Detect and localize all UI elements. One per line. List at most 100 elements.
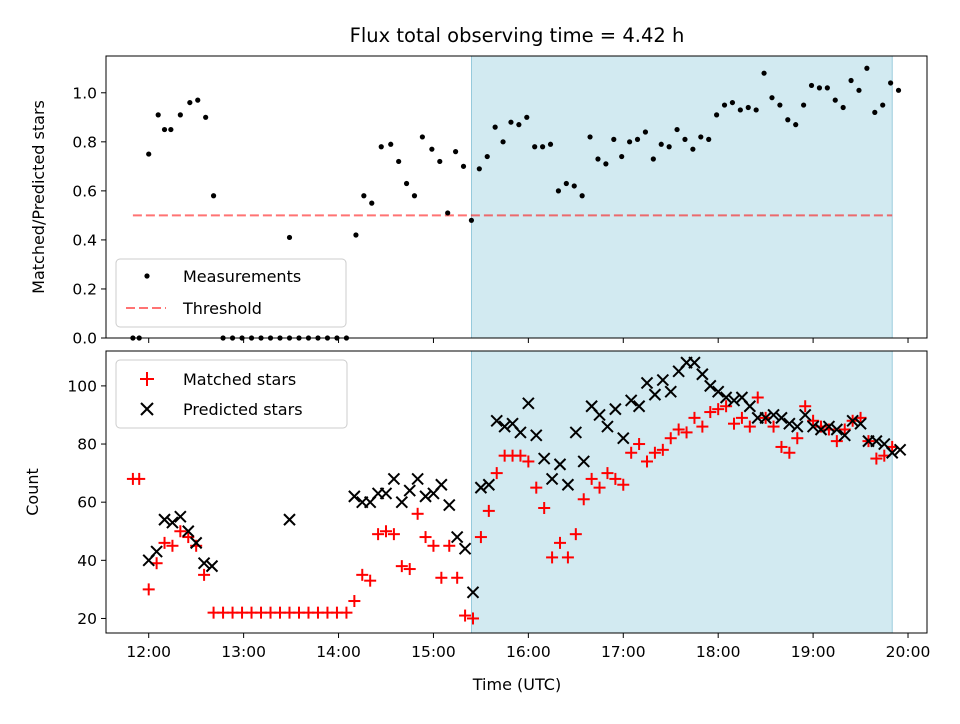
measurement-point bbox=[864, 65, 870, 71]
matched-star-point bbox=[411, 507, 424, 520]
predicted-star-point bbox=[387, 472, 401, 486]
matched-star-point bbox=[656, 443, 669, 456]
measurement-point bbox=[816, 85, 823, 91]
matched-star-point bbox=[530, 481, 543, 494]
matched-star-point bbox=[182, 531, 195, 544]
measurement-point bbox=[388, 141, 394, 147]
measurement-point bbox=[698, 134, 704, 140]
measurement-point bbox=[587, 134, 593, 140]
measurement-point bbox=[579, 193, 585, 199]
matched-star-point bbox=[807, 414, 820, 427]
matched-star-point bbox=[728, 417, 741, 430]
matched-star-point bbox=[435, 571, 448, 584]
measurement-point bbox=[769, 95, 775, 101]
predicted-star-point bbox=[711, 385, 725, 398]
measurement-point bbox=[706, 136, 712, 142]
matched-star-point bbox=[340, 606, 353, 619]
predicted-star-point bbox=[822, 420, 836, 433]
matched-star-point bbox=[680, 426, 693, 439]
measurement-point bbox=[753, 107, 759, 113]
predicted-star-point bbox=[395, 495, 409, 509]
measurement-point bbox=[195, 97, 201, 103]
y-tick-label: 0.6 bbox=[72, 182, 97, 200]
measurement-point bbox=[476, 166, 482, 172]
matched-star-point bbox=[142, 583, 155, 596]
measurement-point bbox=[361, 193, 367, 199]
top-axes-frame bbox=[105, 55, 928, 339]
predicted-star-point bbox=[632, 400, 646, 413]
measurement-point bbox=[714, 112, 720, 118]
measurement-point bbox=[745, 104, 751, 111]
predicted-star-point bbox=[482, 478, 496, 491]
measurement-point bbox=[824, 85, 830, 91]
predicted-star-point bbox=[609, 402, 622, 416]
matched-star-point bbox=[561, 551, 574, 564]
predicted-star-point bbox=[846, 414, 859, 427]
predicted-star-point bbox=[443, 498, 456, 512]
x-tick-label: 15:00 bbox=[411, 643, 456, 661]
predicted-star-point bbox=[458, 542, 472, 555]
measurement-point bbox=[540, 144, 546, 150]
matched-star-point bbox=[133, 472, 146, 485]
matched-star-point bbox=[403, 563, 416, 576]
predicted-star-point bbox=[640, 376, 654, 390]
measurement-point bbox=[840, 104, 846, 111]
bottom-shaded-span bbox=[471, 350, 893, 634]
measurement-point bbox=[419, 134, 425, 140]
predicted-star-point bbox=[569, 426, 583, 439]
measurement-point bbox=[856, 87, 862, 93]
measurement-point bbox=[729, 99, 736, 106]
matched-star-point bbox=[427, 539, 440, 552]
measurement-point bbox=[500, 139, 506, 145]
predicted-star-point bbox=[411, 472, 424, 486]
predicted-star-point bbox=[466, 586, 480, 599]
x-tick-label: 17:00 bbox=[601, 643, 646, 661]
measurement-point bbox=[161, 126, 168, 133]
top-legend: Measurements Threshold bbox=[115, 258, 347, 328]
predicted-star-point bbox=[806, 420, 820, 433]
matched-star-point bbox=[609, 472, 622, 485]
y-tick-label: 20 bbox=[77, 610, 97, 628]
x-tick-label: 13:00 bbox=[221, 643, 266, 661]
matched-star-point bbox=[830, 435, 843, 448]
measurement-point bbox=[437, 158, 443, 165]
bottom-axes-frame bbox=[105, 350, 928, 634]
predicted-star-point bbox=[767, 408, 780, 422]
measurement-point bbox=[396, 158, 402, 165]
matched-star-point bbox=[474, 531, 487, 544]
chart-title: Flux total observing time = 4.42 h bbox=[350, 24, 685, 47]
predicted-star-point bbox=[522, 397, 535, 410]
measurement-point bbox=[516, 122, 522, 128]
matched-star-point bbox=[379, 525, 392, 538]
predicted-star-point bbox=[158, 513, 171, 526]
predicted-star-point bbox=[174, 510, 187, 523]
matched-star-point bbox=[585, 472, 598, 485]
y-tick-label: 80 bbox=[77, 436, 97, 454]
matched-star-point bbox=[735, 411, 748, 424]
matched-star-point bbox=[348, 595, 361, 608]
y-tick-label: 60 bbox=[77, 494, 97, 512]
predicted-star-point bbox=[498, 420, 511, 433]
predicted-star-point bbox=[561, 478, 575, 491]
measurement-point bbox=[571, 183, 577, 189]
measurement-point bbox=[650, 156, 656, 162]
x-tick-label: 18:00 bbox=[696, 643, 741, 661]
measurement-point bbox=[801, 102, 807, 108]
measurement-point bbox=[808, 82, 815, 89]
predicted-star-point bbox=[648, 388, 662, 401]
matched-star-point bbox=[466, 612, 479, 625]
matched-star-point bbox=[387, 528, 400, 541]
matched-star-point bbox=[482, 504, 495, 517]
top-legend-box bbox=[115, 258, 347, 328]
measurement-point bbox=[369, 200, 375, 206]
measurement-point bbox=[286, 234, 293, 241]
measurement-point bbox=[721, 102, 728, 108]
top-ylabel: Matched/Predicted stars bbox=[29, 100, 48, 294]
measurement-point bbox=[627, 139, 633, 145]
matched-star-point bbox=[838, 423, 851, 436]
predicted-star-point bbox=[656, 373, 670, 387]
matched-star-point bbox=[372, 528, 385, 541]
measurement-point bbox=[872, 109, 878, 115]
matched-star-point bbox=[522, 455, 535, 468]
predicted-star-point bbox=[553, 458, 567, 471]
